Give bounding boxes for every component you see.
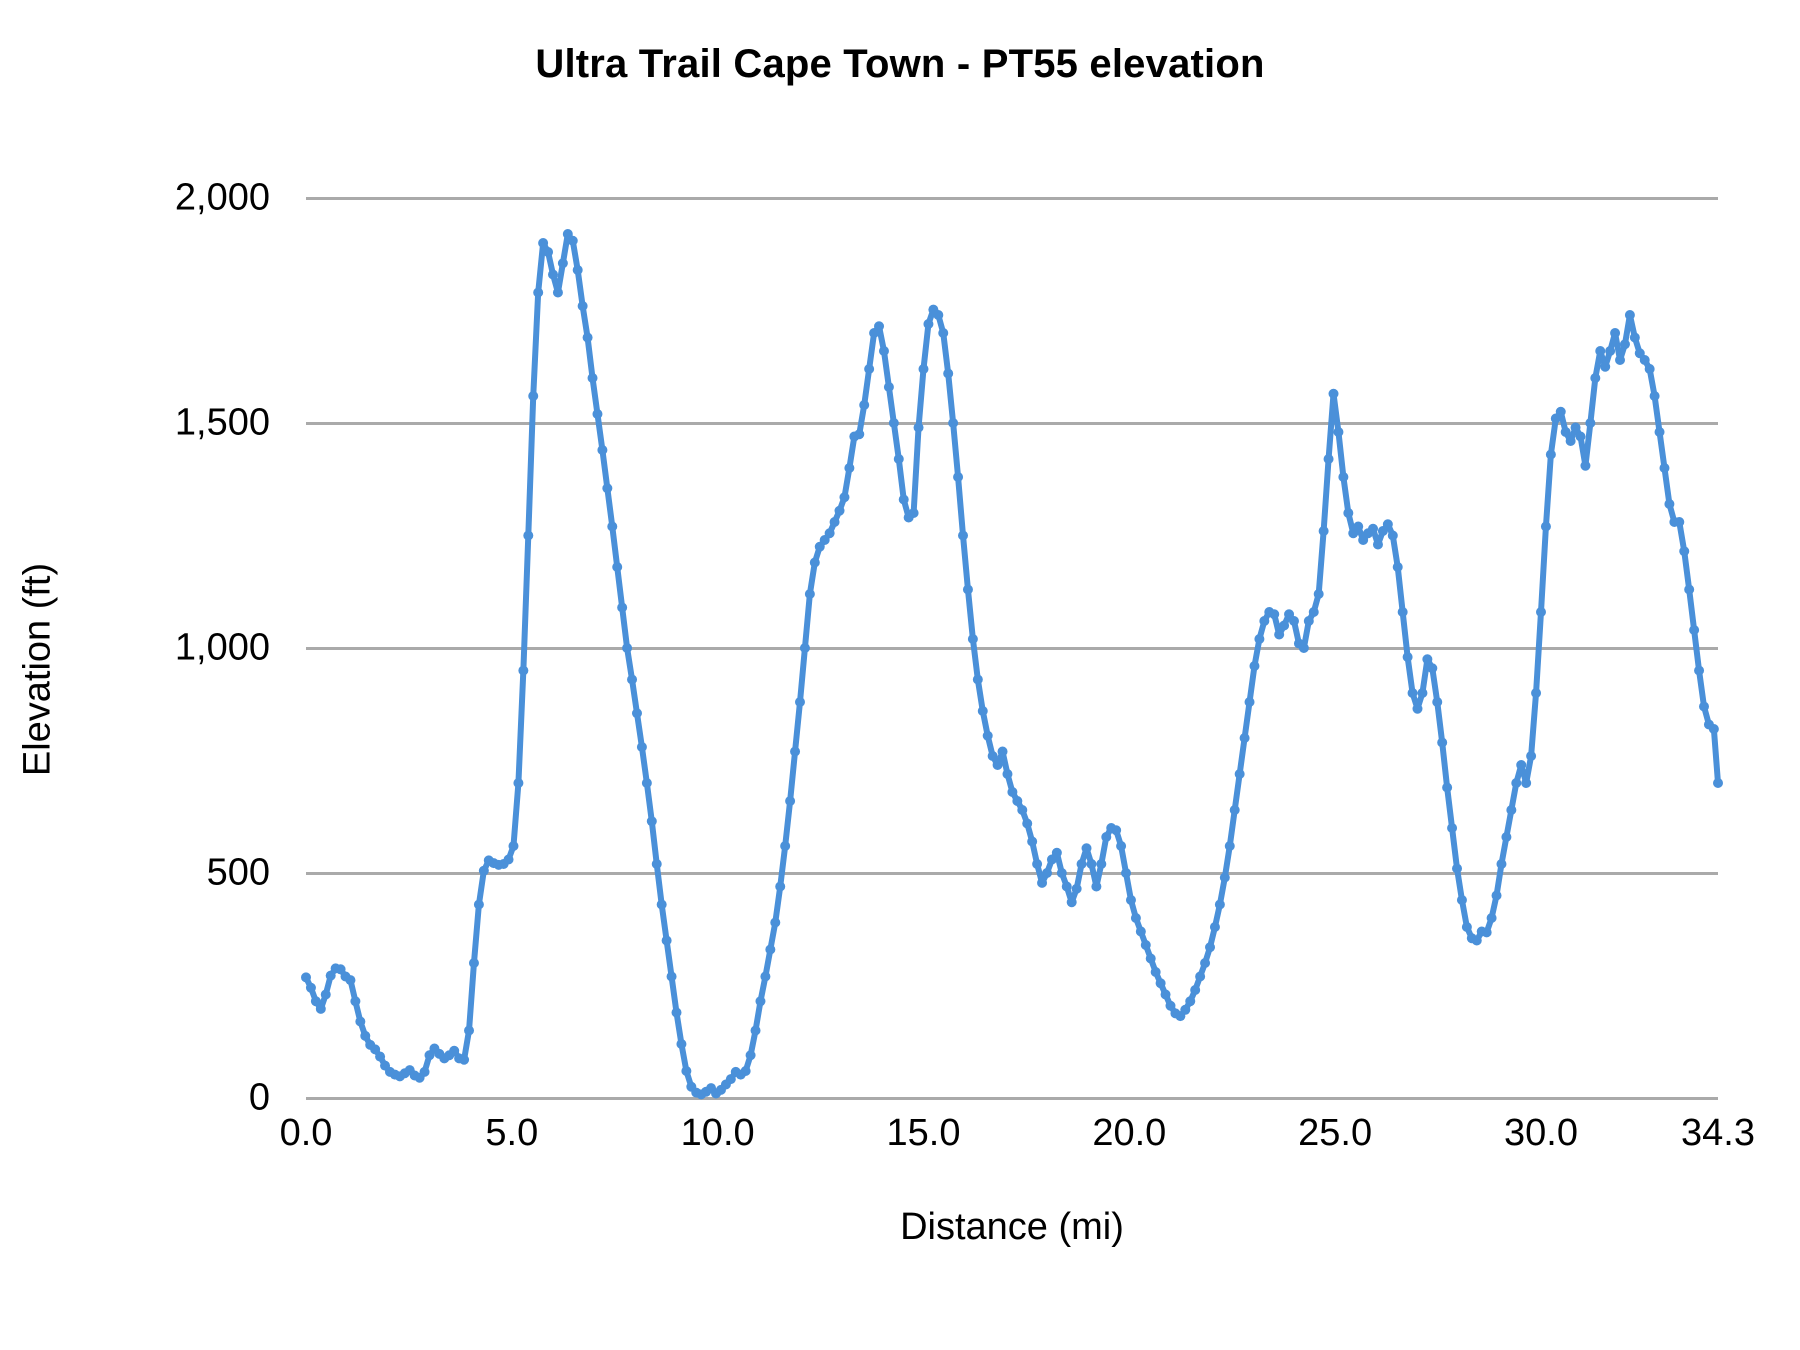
series-line-chart: [301, 229, 1723, 1100]
x-tick-label: 15.0: [886, 1112, 961, 1154]
x-tick-label: 25.0: [1298, 1112, 1373, 1154]
x-tick-label: 5.0: [485, 1112, 539, 1154]
gridline-500: [306, 871, 1718, 875]
gridline-0: [306, 1096, 1718, 1100]
x-axis-tick-labels: 0.0 5.0 10.0 15.0 20.0 25.0 30.0 34.3: [280, 1112, 1755, 1172]
y-axis-title: Elevation (ft): [16, 562, 59, 777]
series-markers: [301, 229, 1723, 1100]
y-tick-label: 1,500: [174, 401, 270, 444]
chart-title: Ultra Trail Cape Town - PT55 elevation: [535, 42, 1265, 86]
y-tick-label: 0: [248, 1076, 270, 1119]
x-tick-label: 34.3: [1681, 1112, 1755, 1154]
x-axis-title: Distance (mi): [900, 1206, 1124, 1248]
gridline-1500: [306, 421, 1718, 425]
plot-area: [301, 196, 1723, 1100]
gridline-1000: [306, 646, 1718, 650]
x-tick-label: 0.0: [279, 1112, 333, 1154]
y-tick-label: 1,000: [174, 626, 270, 669]
gridlines: [306, 196, 1718, 1100]
y-tick-label: 500: [206, 851, 270, 894]
y-axis-tick-labels: 0 500 1,000 1,500 2,000: [0, 0, 306, 1350]
series-line: [306, 234, 1718, 1094]
x-tick-label: 30.0: [1504, 1112, 1578, 1154]
x-tick-label: 20.0: [1092, 1112, 1167, 1154]
gridline-2000: [306, 196, 1718, 200]
y-tick-label: 2,000: [174, 176, 270, 219]
x-tick-label: 10.0: [680, 1112, 755, 1154]
